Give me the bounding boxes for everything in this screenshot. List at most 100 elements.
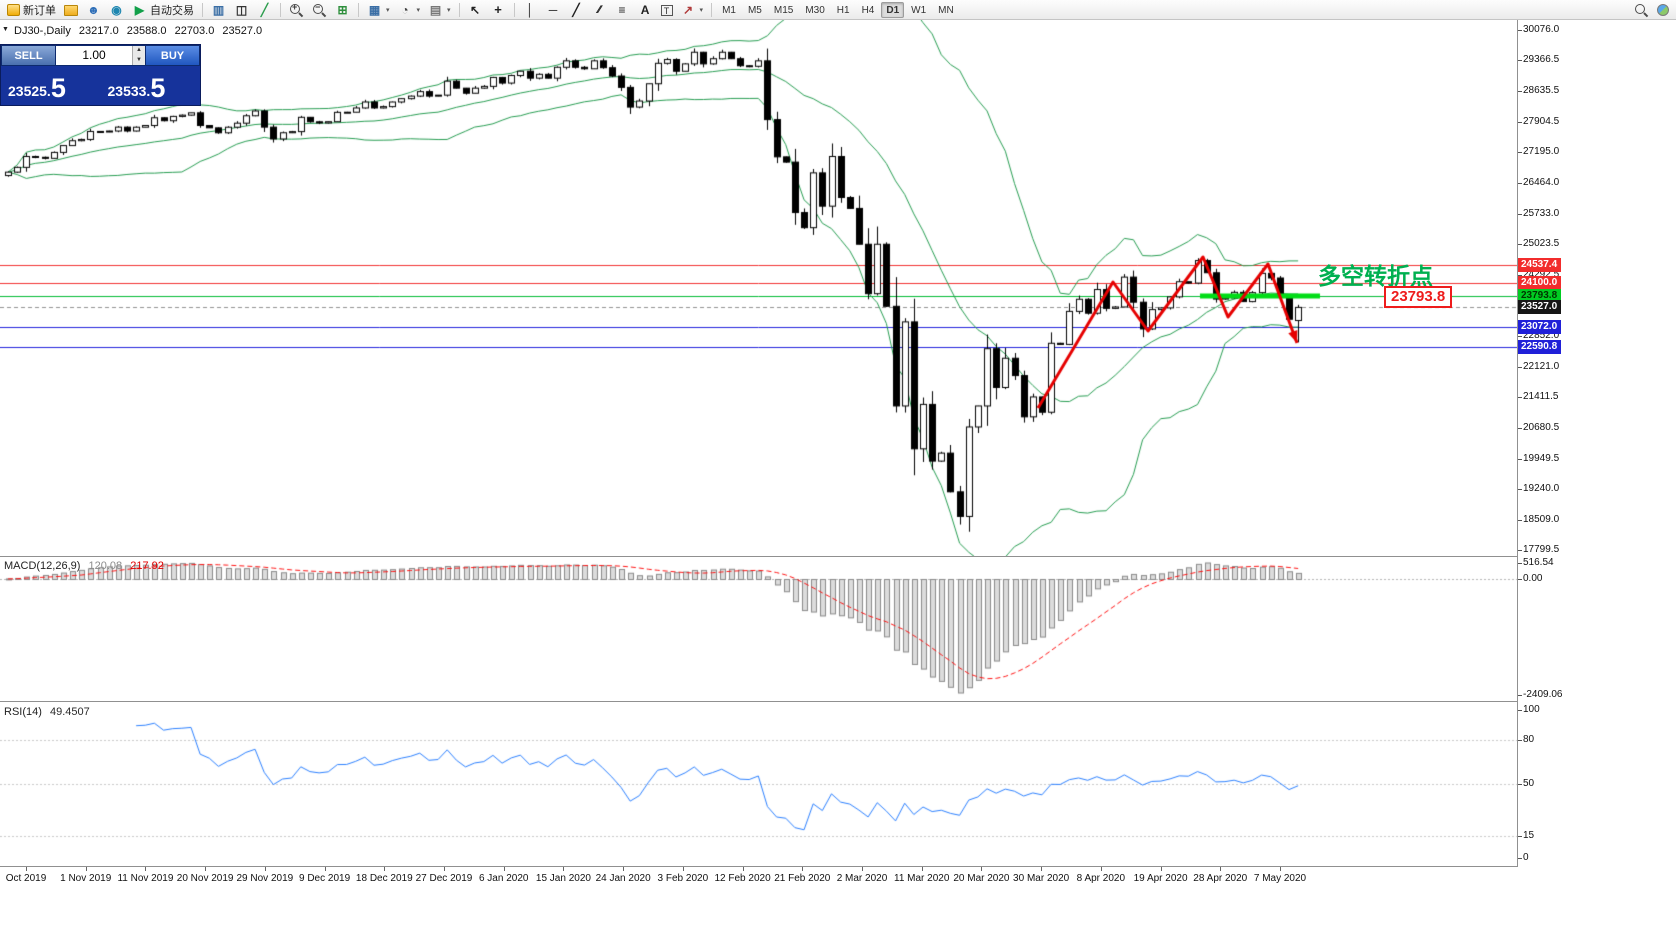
sell-price-main: 23525. (8, 83, 51, 99)
price-axis[interactable]: 30076.0 29366.5 28635.5 27904.5 27195.0 26464… (1517, 20, 1676, 867)
buy-price-big-digit: 5 (150, 73, 166, 103)
hline-icon: ─ (548, 2, 558, 17)
play-icon: ▶ (134, 2, 145, 17)
rsi-name: RSI(14) (4, 706, 42, 718)
lot-increase-button[interactable]: ▲ (133, 46, 145, 56)
macd-pane-canvas[interactable] (0, 557, 1517, 701)
search-button[interactable] (1631, 1, 1652, 19)
axis-label: 19240.0 (1517, 482, 1560, 494)
lot-size-value[interactable]: 1.00 (82, 48, 106, 62)
cursor-button[interactable]: ↖ (465, 1, 486, 19)
rsi-value: 49.4507 (49, 706, 90, 718)
arrow-tools-button[interactable]: ↗ ▾ (678, 1, 707, 19)
new-chart-button[interactable]: ▦ ▾ (364, 1, 393, 19)
line-chart-mode-button[interactable]: ╱ (254, 1, 275, 19)
toolbar-separator (458, 2, 460, 17)
date-label: 24 Jan 2020 (595, 873, 651, 884)
date-tick (503, 867, 505, 871)
new-order-icon (7, 3, 20, 16)
toolbar-right-buttons (1630, 0, 1673, 20)
search-icon (1634, 3, 1649, 17)
main-chart-canvas[interactable] (0, 20, 1517, 556)
date-label: 19 Apr 2020 (1133, 873, 1188, 884)
timeframe-m1-button[interactable]: M1 (722, 4, 736, 16)
sell-button[interactable]: SELL (1, 45, 56, 66)
axis-label: 19949.5 (1517, 452, 1560, 464)
date-tick (384, 867, 386, 871)
timeframe-h1-button[interactable]: H1 (836, 4, 850, 16)
timeframe-d1-button[interactable]: D1 (881, 1, 905, 18)
one-click-collapse-icon[interactable]: ▼ (2, 26, 9, 33)
date-tick (26, 867, 27, 871)
vline-icon: │ (526, 2, 534, 17)
pane-separator[interactable] (0, 556, 1676, 557)
macd-main-value: 120.08 (88, 560, 123, 572)
globe-icon: ◉ (111, 2, 122, 17)
date-tick (1041, 867, 1043, 871)
templates-button[interactable]: ▤ ▾ (425, 1, 454, 19)
chart-plus-icon: ▦ (368, 2, 381, 17)
date-tick (682, 867, 684, 871)
axis-label: 0 (1518, 852, 1529, 863)
text-button[interactable]: A (635, 1, 656, 19)
date-label: 15 Jan 2020 (535, 873, 591, 884)
axis-label: 29366.5 (1517, 54, 1560, 66)
trendline-button[interactable]: ╱ (566, 1, 587, 19)
zoom-out-icon: − (312, 2, 327, 17)
buy-button[interactable]: BUY (145, 45, 200, 66)
tile-windows-button[interactable]: ⊞ (332, 1, 353, 19)
bar-chart-mode-button[interactable]: ▥ (208, 1, 229, 19)
vertical-line-button[interactable]: │ (520, 1, 541, 19)
sell-price-big-digit: 5 (50, 73, 66, 103)
new-order-button[interactable]: 新订单 (4, 1, 59, 19)
charts-profile-button[interactable] (61, 1, 81, 19)
timeframe-mn-button[interactable]: MN (938, 4, 954, 16)
navigator-button[interactable]: ◉ (106, 1, 127, 19)
timeframe-m15-button[interactable]: M15 (773, 4, 794, 16)
folder-icon (64, 4, 78, 16)
date-label: 11 Nov 2019 (117, 873, 174, 884)
date-tick (802, 867, 804, 871)
horizontal-line-button[interactable]: ─ (543, 1, 564, 19)
date-label: 28 Apr 2020 (1193, 873, 1248, 884)
new-order-label: 新订单 (23, 4, 56, 17)
lot-size-field[interactable]: 1.00 ▲ ▼ (56, 45, 145, 66)
toolbar-separator (280, 2, 281, 17)
date-axis[interactable]: Oct 2019 1 Nov 2019 11 Nov 2019 20 Nov 2019… (0, 867, 1517, 891)
periods-button[interactable]: ◔ ▾ (395, 1, 424, 19)
rsi-pane-canvas[interactable] (0, 702, 1517, 866)
chart-window: ▼ DJ30-,Daily 23217.0 23588.0 22703.0 23… (0, 20, 1676, 947)
buy-price[interactable]: 23533. 5 (101, 66, 201, 105)
bar-open-value: 23217.0 (78, 25, 119, 37)
price-badge: 22590.8 (1518, 340, 1562, 355)
axis-label: 100 (1518, 704, 1540, 715)
axis-label: 22121.0 (1517, 360, 1560, 372)
crosshair-button[interactable]: + (488, 1, 509, 19)
lot-decrease-button[interactable]: ▼ (133, 55, 145, 65)
timeframe-h4-button[interactable]: H4 (861, 4, 875, 16)
timeframe-m5-button[interactable]: M5 (747, 4, 762, 16)
equidistant-channel-button[interactable]: ∕∕ (589, 1, 610, 19)
date-label: 11 Mar 2020 (894, 873, 950, 884)
timeframe-m30-button[interactable]: M30 (805, 4, 825, 16)
timeframe-w1-button[interactable]: W1 (911, 4, 927, 16)
fibonacci-button[interactable]: ≡ (612, 1, 633, 19)
date-label: 8 Apr 2020 (1076, 873, 1126, 884)
bar-close-value: 23527.0 (222, 25, 263, 37)
text-label-button[interactable]: T (658, 1, 676, 19)
rsi-indicator-label: RSI(14) 49.4507 (4, 706, 90, 718)
zoom-out-button[interactable]: − (309, 1, 330, 19)
data-window-button[interactable]: ☻ (83, 1, 104, 19)
toolbar: 新订单☻◉▶自动交易▥◫╱+−⊞▦▾◔▾▤▾↖+│─╱∕∕≡AT↗▾M1M5M1… (0, 0, 1676, 20)
zoom-in-button[interactable]: + (286, 1, 307, 19)
sell-price[interactable]: 23525. 5 (1, 66, 101, 105)
autotrading-button[interactable]: ▶ 自动交易 (129, 1, 197, 19)
about-icon (1657, 4, 1669, 16)
date-tick (1220, 867, 1222, 871)
candlestick-mode-button[interactable]: ◫ (231, 1, 252, 19)
price-tag-annotation: 23793.8 (1384, 286, 1453, 308)
community-button[interactable] (1654, 1, 1672, 19)
pane-separator[interactable] (0, 866, 1676, 867)
pane-separator[interactable] (0, 701, 1676, 702)
linechart-icon: ╱ (260, 2, 269, 17)
